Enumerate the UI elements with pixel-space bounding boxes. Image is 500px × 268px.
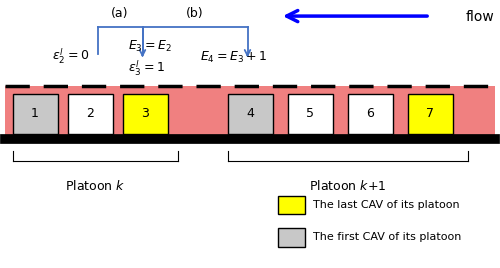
Text: flow: flow bbox=[466, 10, 494, 24]
Bar bbox=[408, 94, 453, 134]
Bar bbox=[348, 94, 393, 134]
Text: $\varepsilon_3^l = 1$: $\varepsilon_3^l = 1$ bbox=[128, 59, 164, 78]
Text: Platoon $k$+1: Platoon $k$+1 bbox=[309, 179, 386, 193]
Bar bbox=[68, 94, 112, 134]
Text: 6: 6 bbox=[366, 107, 374, 120]
Text: The first CAV of its platoon: The first CAV of its platoon bbox=[312, 232, 461, 242]
Bar bbox=[288, 94, 333, 134]
Bar bbox=[278, 228, 305, 247]
Text: 1: 1 bbox=[31, 107, 39, 120]
Text: $\varepsilon_2^l = 0$: $\varepsilon_2^l = 0$ bbox=[52, 47, 90, 66]
Text: 2: 2 bbox=[86, 107, 94, 120]
Bar bbox=[228, 94, 272, 134]
Bar bbox=[278, 196, 305, 214]
Text: (a): (a) bbox=[111, 7, 129, 20]
Text: 5: 5 bbox=[306, 107, 314, 120]
Bar bbox=[122, 94, 168, 134]
Text: (b): (b) bbox=[186, 7, 204, 20]
Text: 4: 4 bbox=[246, 107, 254, 120]
Bar bbox=[5, 86, 495, 139]
Text: $E_4 = E_3 + 1$: $E_4 = E_3 + 1$ bbox=[200, 50, 267, 65]
Text: $E_3 = E_2$: $E_3 = E_2$ bbox=[128, 39, 171, 54]
Text: The last CAV of its platoon: The last CAV of its platoon bbox=[312, 200, 459, 210]
Bar bbox=[12, 94, 58, 134]
Text: 7: 7 bbox=[426, 107, 434, 120]
Text: 3: 3 bbox=[141, 107, 149, 120]
Text: Platoon $k$: Platoon $k$ bbox=[65, 179, 125, 193]
